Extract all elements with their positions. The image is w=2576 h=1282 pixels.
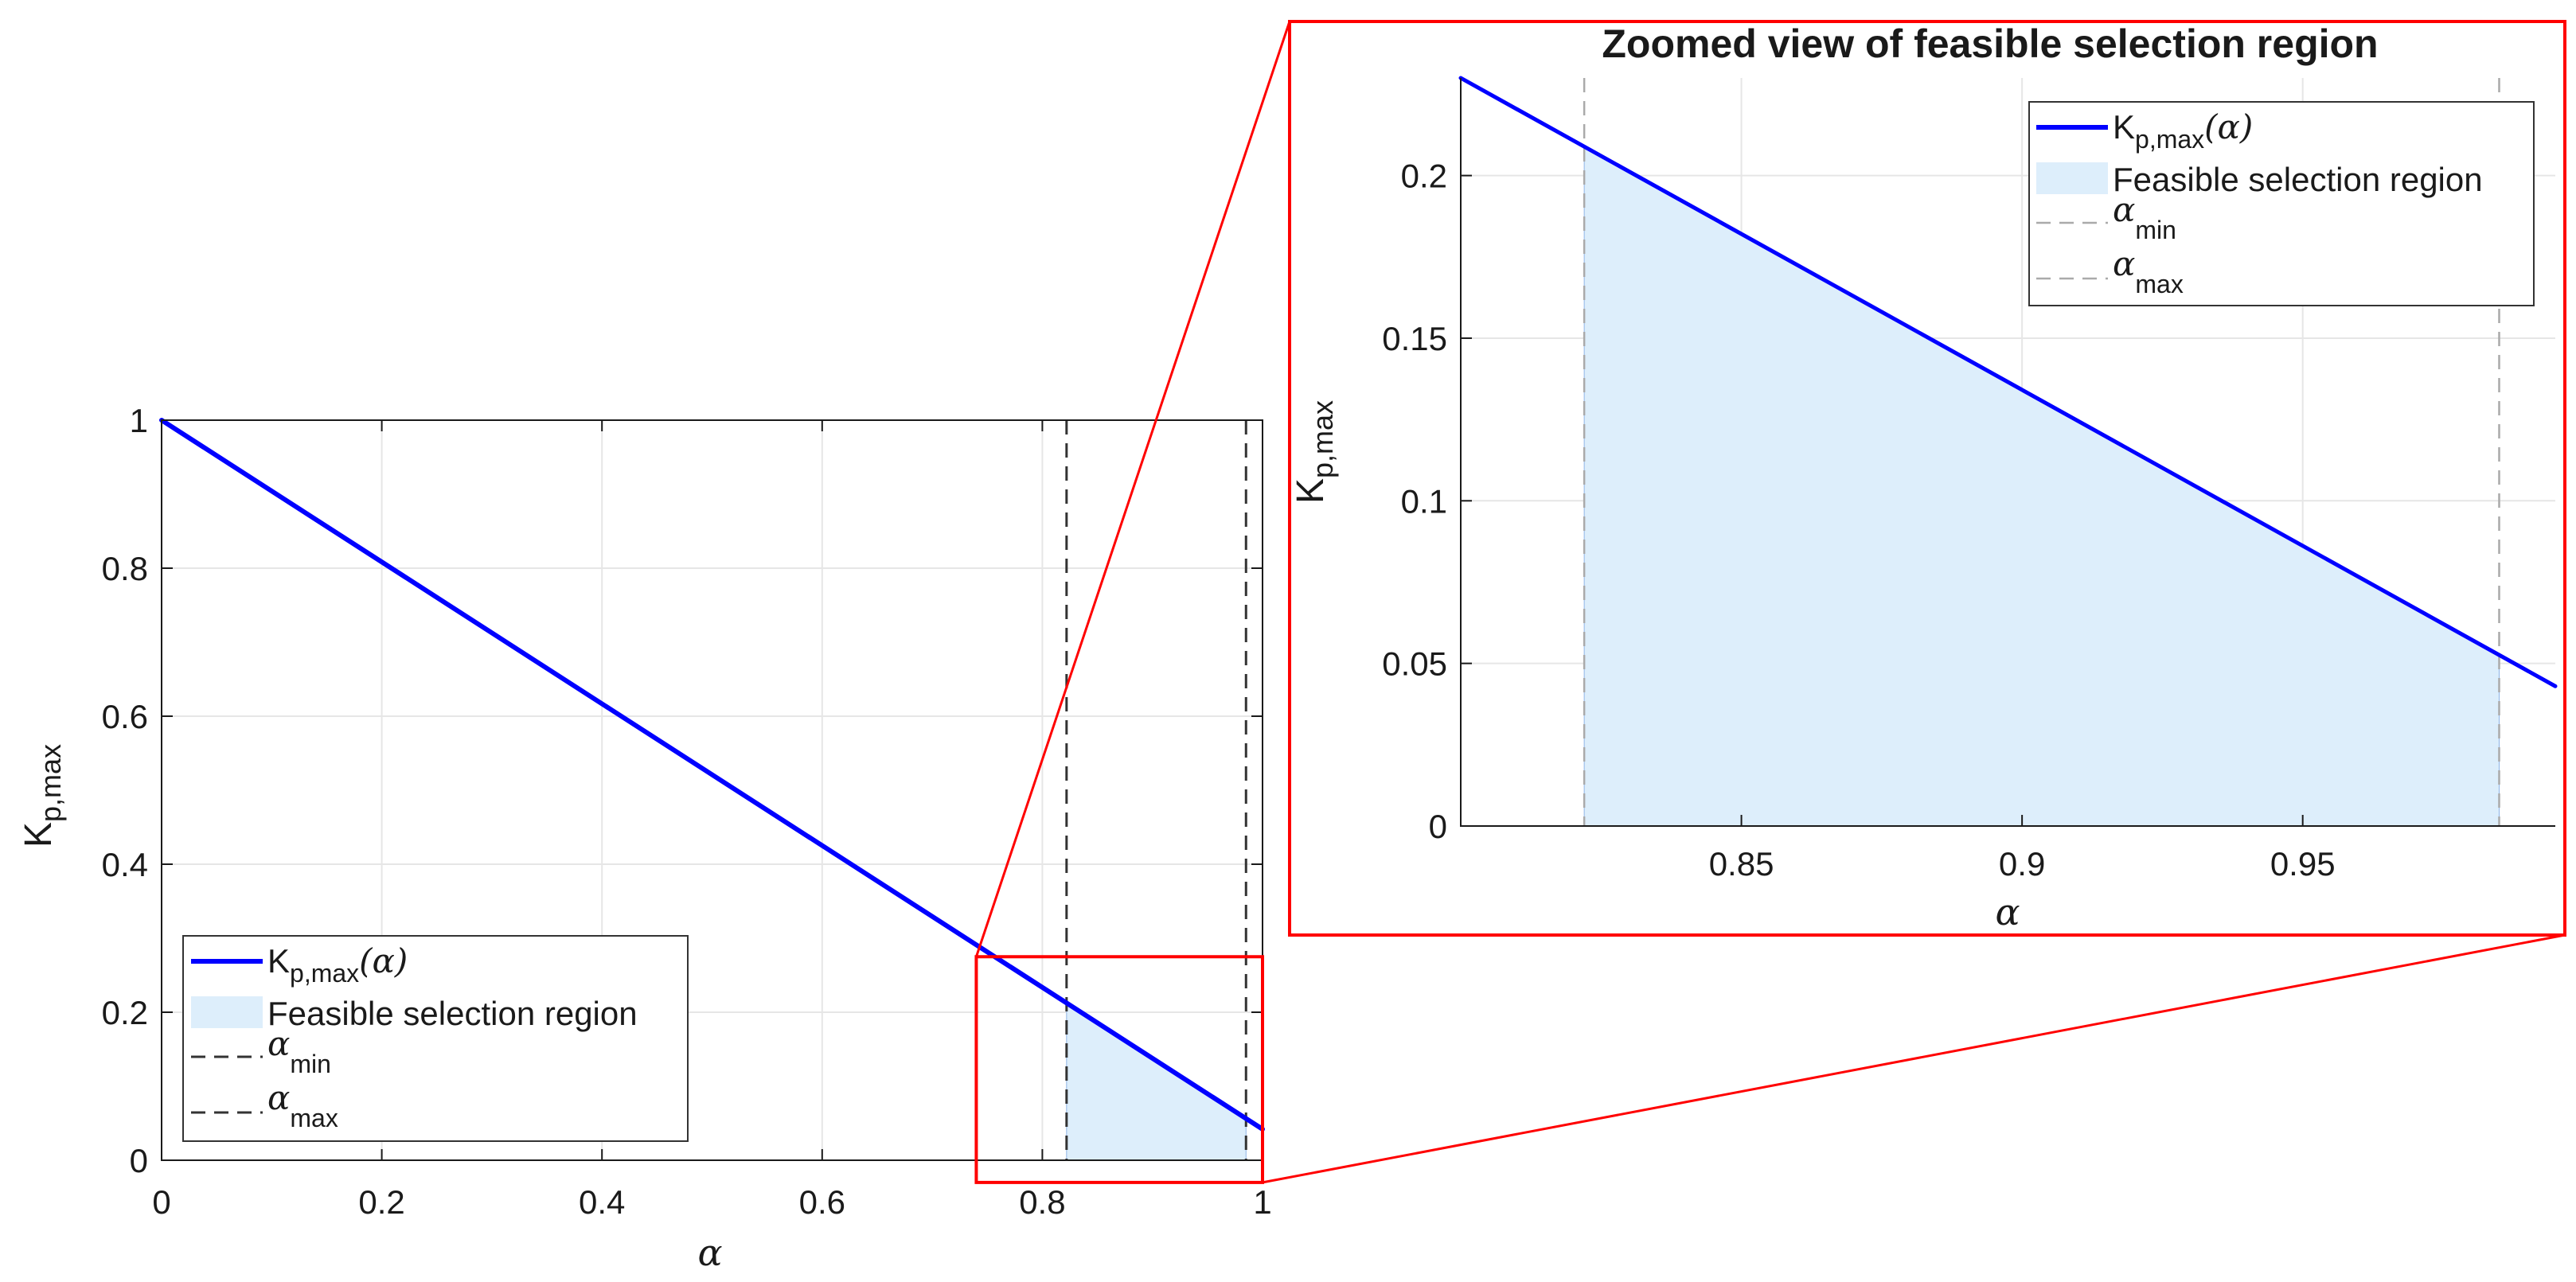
main-plot: 0 0.2 0.4 0.6 0.8 1 0 0.2 0.4 0.6 0.8 1 … <box>18 402 1272 1274</box>
inset-legend-box <box>2028 101 2535 306</box>
inset-x-tick-label: 0.95 <box>2270 845 2336 883</box>
inset-kpmax-curve <box>1458 76 2558 688</box>
main-y-tick-label: 0.4 <box>102 846 148 883</box>
main-x-tick-label: 0.6 <box>799 1183 845 1221</box>
inset-legend-region-label: Feasible selection region <box>2113 161 2483 198</box>
main-y-label-sub: p,max <box>34 744 67 822</box>
inset-y-tick-label: 0 <box>1429 808 1447 845</box>
main-x-tick-label: 0.4 <box>579 1183 625 1221</box>
inset-legend-amax-label: αmax <box>2113 244 2184 298</box>
main-legend-curve-label: Kp,max(α) <box>267 941 408 988</box>
inset-ticks <box>1461 174 2304 827</box>
inset-plot: Zoomed view of feasible selection region… <box>1288 20 2566 937</box>
inset-y-tick-label: 0.05 <box>1382 645 1447 683</box>
zoom-selection-box <box>974 955 1265 1184</box>
inset-legend-region-swatch <box>2036 162 2108 194</box>
inset-y-tick-label: 0.1 <box>1401 482 1447 520</box>
main-legend-amax-label: αmax <box>267 1078 338 1132</box>
main-legend: Kp,max(α) Feasible selection region αmin… <box>182 935 689 1142</box>
main-y-label-main: K <box>18 822 60 848</box>
inset-x-axis-label: α <box>1995 890 2020 933</box>
main-y-tick-label: 1 <box>130 402 148 439</box>
main-legend-box <box>182 935 689 1142</box>
inset-x-tick-label: 0.85 <box>1709 845 1774 883</box>
main-x-tick-label: 0.2 <box>358 1183 404 1221</box>
main-axes-frame <box>161 419 1263 1161</box>
zoom-connector-top <box>974 21 1291 957</box>
main-kpmax-curve <box>159 418 1265 1132</box>
main-legend-amin-label: αmin <box>267 1024 331 1078</box>
main-y-tick-label: 0.6 <box>102 698 148 735</box>
inset-y-axis-label: Kp,max <box>1290 400 1339 504</box>
inset-title: Zoomed view of feasible selection region <box>1602 21 2378 66</box>
main-y-tick-label: 0 <box>130 1142 148 1179</box>
inset-y-tick-label: 0.15 <box>1382 320 1447 357</box>
main-ticks <box>161 419 1263 1161</box>
inset-y-label-sub: p,max <box>1306 400 1339 478</box>
main-y-tick-label: 0.8 <box>102 550 148 587</box>
main-x-axis-label: α <box>697 1231 722 1274</box>
inset-legend-amin-label: αmin <box>2113 190 2176 244</box>
inset-x-tick-label: 0.9 <box>1999 845 2045 883</box>
main-y-tick-label: 0.2 <box>102 994 148 1031</box>
zoom-connector-bottom <box>1262 933 2566 1184</box>
main-legend-region-swatch <box>191 996 263 1028</box>
main-y-axis-label: Kp,max <box>18 744 67 848</box>
main-x-tick-label: 0.8 <box>1019 1183 1065 1221</box>
inset-legend-curve-label: Kp,max(α) <box>2113 107 2253 154</box>
main-x-tick-label: 1 <box>1253 1183 1271 1221</box>
inset-y-tick-label: 0.2 <box>1401 158 1447 195</box>
main-x-tick-label: 0 <box>152 1183 170 1221</box>
inset-y-label-main: K <box>1290 478 1332 504</box>
inset-legend: Kp,max(α) Feasible selection region αmin… <box>2028 101 2535 306</box>
main-legend-region-label: Feasible selection region <box>267 995 638 1032</box>
